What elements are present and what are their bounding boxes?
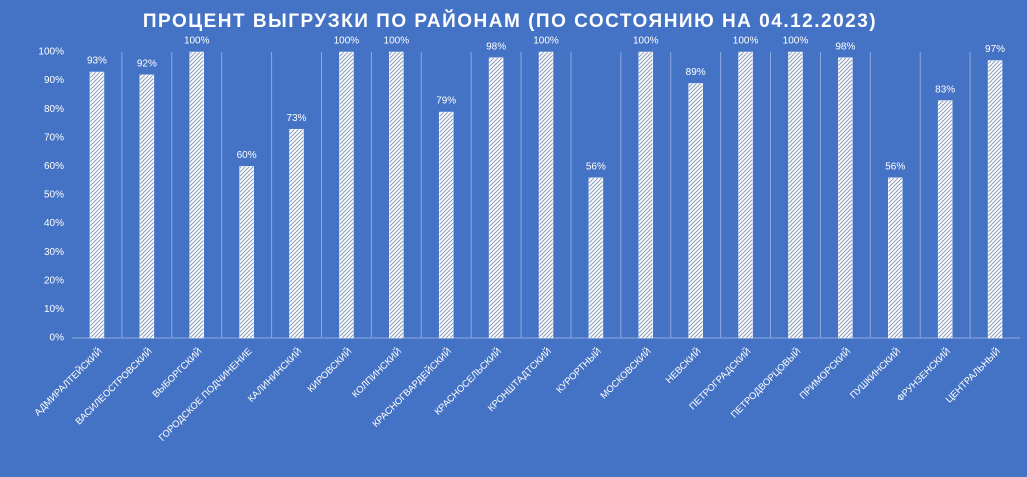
data-label: 56%	[885, 161, 905, 172]
bar	[339, 51, 354, 339]
data-label: 100%	[384, 36, 410, 47]
x-tick-label: КРАСНОГВАРДЕЙСКИЙ	[370, 345, 454, 429]
data-label: 98%	[835, 41, 855, 52]
x-tick-label: МОСКОВСКИЙ	[598, 345, 654, 401]
bar	[888, 177, 903, 339]
bar	[838, 57, 853, 339]
y-tick-label: 10%	[44, 304, 64, 315]
data-label: 98%	[486, 41, 506, 52]
chart-title: ПРОЦЕНТ ВЫГРУЗКИ ПО РАЙОНАМ (ПО СОСТОЯНИ…	[143, 10, 877, 32]
y-tick-label: 90%	[44, 75, 64, 86]
data-label: 100%	[334, 36, 360, 47]
bar	[588, 177, 604, 339]
data-label: 97%	[985, 44, 1005, 55]
data-label: 100%	[633, 36, 659, 47]
bar	[738, 51, 753, 339]
bar	[89, 71, 105, 339]
x-tick-label: КОЛПИНСКИЙ	[349, 345, 404, 400]
y-tick-label: 50%	[44, 190, 64, 201]
y-tick-label: 80%	[44, 104, 64, 115]
x-tick-label: НЕВСКИЙ	[663, 345, 704, 386]
x-tick-label: ГОРОДСКОЕ ПОДЧИНЕНИЕ	[157, 346, 255, 444]
y-tick-label: 40%	[44, 218, 64, 229]
x-tick-label: ПРИМОРСКИЙ	[797, 345, 853, 401]
bar	[239, 166, 254, 339]
data-label: 100%	[783, 36, 809, 47]
bar	[688, 83, 703, 339]
data-label: 89%	[686, 67, 706, 78]
bar	[488, 57, 504, 339]
y-tick-label: 0%	[50, 333, 65, 344]
y-tick-label: 70%	[44, 132, 64, 143]
bar	[937, 100, 953, 339]
x-tick-label: КУРОРТНЫЙ	[554, 345, 604, 395]
data-label: 100%	[533, 36, 559, 47]
bar	[389, 51, 404, 339]
data-label: 73%	[287, 113, 307, 124]
data-label: 93%	[87, 56, 107, 67]
bar	[139, 74, 155, 339]
data-label: 83%	[935, 84, 955, 95]
data-label: 56%	[586, 161, 606, 172]
data-label: 100%	[733, 36, 759, 47]
bar	[289, 128, 304, 339]
x-tick-label: ВЫБОРГСКИЙ	[150, 345, 205, 400]
y-tick-label: 100%	[38, 47, 64, 58]
bar	[438, 111, 454, 339]
x-tick-label: ФРУНЗЕНСКИЙ	[894, 345, 953, 404]
y-tick-label: 60%	[44, 161, 64, 172]
data-label: 79%	[436, 96, 456, 107]
bar	[538, 51, 554, 339]
bar	[788, 51, 803, 339]
data-label: 92%	[137, 59, 157, 70]
x-tick-label: КИРОВСКИЙ	[305, 345, 355, 395]
x-tick-label: ПУШКИНСКИЙ	[847, 345, 903, 401]
data-label: 100%	[184, 36, 210, 47]
y-tick-label: 30%	[44, 247, 64, 258]
y-tick-label: 20%	[44, 275, 64, 286]
bar	[189, 51, 204, 339]
bar	[638, 51, 654, 339]
data-label: 60%	[237, 150, 257, 161]
bar	[987, 60, 1003, 339]
